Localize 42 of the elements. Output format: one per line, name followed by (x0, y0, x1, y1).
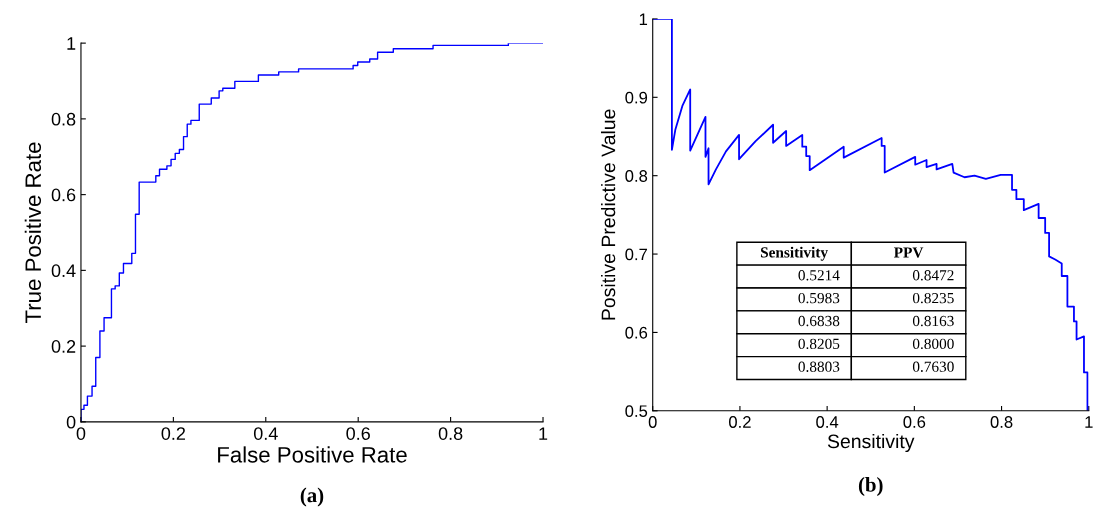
text: (b) (858, 477, 883, 496)
y-tick-label: 0.7 (625, 248, 648, 261)
line-series (652, 18, 1089, 411)
x-tick-label: 0.4 (253, 427, 278, 440)
y-tick-label: 0.6 (625, 326, 648, 339)
x-tick-label: 0 (648, 416, 657, 428)
y-tick-label: 0.8 (625, 170, 648, 182)
y-tick-label: 1 (67, 37, 76, 50)
annotation: 0.6838 (798, 315, 840, 327)
y-tick-label: 0.5 (625, 405, 648, 418)
annotation: 0.5214 (798, 270, 840, 281)
annotation: 0.8803 (798, 361, 840, 372)
annotation: 0.7630 (912, 361, 954, 372)
y-tick-label: 0.8 (51, 112, 76, 126)
annotation: 0.8472 (912, 270, 954, 281)
y-tick-label: 0.9 (625, 91, 648, 104)
x-tick-label: 1 (1085, 416, 1093, 428)
x-tick-label: 0.6 (346, 427, 370, 440)
y-tick-label: 0.6 (51, 188, 76, 202)
y-tick-label: 0.2 (51, 340, 76, 353)
text: (a) (300, 487, 324, 507)
annotation: 0.8000 (912, 338, 954, 350)
x-tick-label: 0.2 (728, 416, 751, 428)
annotation: 0.8205 (798, 338, 840, 350)
x-tick-label: 0 (76, 427, 86, 440)
x-axis-title: Sensitivity (827, 433, 915, 453)
y-axis-title: Positive Predictive Value (601, 109, 616, 320)
y-tick-label: 1 (639, 13, 648, 25)
y-axis-title: True Positive Rate (24, 142, 42, 323)
x-tick-label: 0.2 (161, 427, 186, 440)
y-tick-label: 0.4 (51, 264, 76, 278)
annotation: PPV (893, 247, 924, 258)
annotation: 0.5983 (798, 292, 840, 304)
annotation: Sensitivity (760, 246, 828, 261)
x-tick-label: 0.4 (816, 416, 839, 428)
annotation: 0.8235 (912, 292, 954, 304)
x-tick-label: 1 (539, 427, 548, 440)
x-tick-label: 0.8 (990, 416, 1013, 428)
annotation: 0.8163 (912, 315, 954, 327)
x-axis-title: False Positive Rate (218, 446, 407, 463)
x-tick-label: 0.8 (438, 427, 463, 440)
x-tick-label: 0.6 (903, 416, 926, 428)
